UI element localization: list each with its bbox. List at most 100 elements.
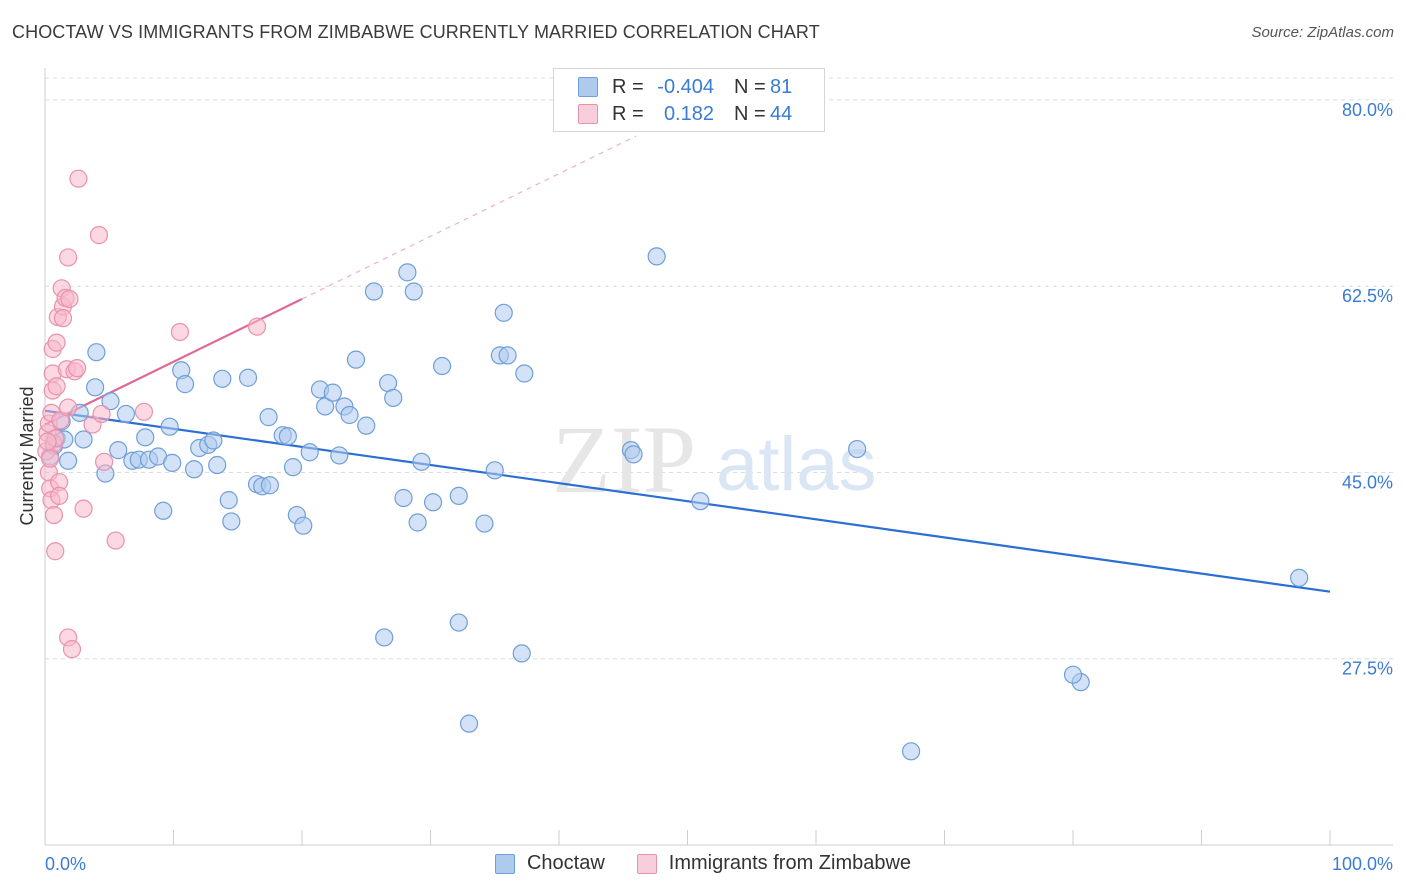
legend-label-choctaw: Choctaw xyxy=(526,852,605,874)
zimbabwe-point xyxy=(106,531,125,550)
zimbabwe-point xyxy=(92,404,111,424)
zimbabwe-point xyxy=(247,317,267,336)
zimbabwe-point xyxy=(62,640,82,659)
zimbabwe-point xyxy=(38,432,57,451)
choctaw-point xyxy=(204,431,223,450)
choctaw-point xyxy=(375,628,394,647)
choctaw-point xyxy=(154,501,173,520)
zimbabwe-trend-extension xyxy=(301,135,637,300)
y-tick-label: 45.0% xyxy=(1342,472,1393,492)
r-label: R = xyxy=(612,75,644,98)
zimbabwe-point xyxy=(53,309,73,328)
choctaw-point xyxy=(323,383,342,402)
choctaw-point xyxy=(86,378,105,397)
y-axis-label: Currently Married xyxy=(17,386,37,525)
choctaw-point xyxy=(848,439,867,459)
choctaw-swatch xyxy=(494,853,515,874)
x-tick-label: 0.0% xyxy=(45,854,86,874)
zimbabwe-point xyxy=(50,486,69,505)
choctaw-point xyxy=(691,492,710,511)
choctaw-point xyxy=(160,417,179,436)
zimbabwe-point xyxy=(134,402,154,421)
n-value: 44 xyxy=(770,102,793,125)
choctaw-point xyxy=(330,446,349,465)
zimbabwe-point xyxy=(68,359,87,378)
y-tick-label: 80.0% xyxy=(1342,100,1393,120)
choctaw-point xyxy=(208,455,227,475)
choctaw-point xyxy=(498,346,517,365)
choctaw-point xyxy=(408,513,427,532)
watermark-zip: ZIP xyxy=(552,406,696,513)
zimbabwe-point xyxy=(89,226,109,245)
r-value: -0.404 xyxy=(657,75,714,98)
choctaw-point xyxy=(364,282,384,301)
choctaw-point xyxy=(398,263,417,282)
zimbabwe-point xyxy=(41,449,60,468)
tick-labels: 27.5% 45.0% 62.5% 80.0% 0.0% 100.0% xyxy=(45,100,1393,874)
series-legend: Choctaw Immigrants from Zimbabwe xyxy=(0,852,1406,875)
choctaw-point xyxy=(116,404,136,424)
choctaw-point xyxy=(283,458,303,477)
choctaw-point xyxy=(394,488,413,508)
choctaw-point xyxy=(1063,665,1083,684)
choctaw-point xyxy=(101,392,120,411)
legend-label-zimbabwe: Immigrants from Zimbabwe xyxy=(668,852,912,874)
choctaw-point xyxy=(412,452,431,471)
choctaw-point xyxy=(316,397,335,416)
choctaw-point xyxy=(136,428,155,447)
zimbabwe-point xyxy=(69,169,88,188)
choctaw-point xyxy=(109,441,128,460)
n-value: 81 xyxy=(770,75,793,98)
zimbabwe-point xyxy=(46,542,65,561)
n-label: N = xyxy=(734,102,766,125)
choctaw-point xyxy=(515,364,534,383)
zimbabwe-point xyxy=(74,499,93,518)
r-value: 0.182 xyxy=(663,102,714,125)
choctaw-point xyxy=(59,451,78,470)
choctaw-point xyxy=(184,460,204,479)
choctaw-point xyxy=(647,247,666,266)
choctaw-point xyxy=(357,416,376,435)
legend-item-choctaw[interactable]: Choctaw xyxy=(494,852,605,875)
choctaw-point xyxy=(259,408,278,427)
zimbabwe-point xyxy=(47,377,66,396)
zimbabwe-point xyxy=(95,452,114,471)
r-label: R = xyxy=(612,102,644,125)
choctaw-point xyxy=(74,430,93,449)
zimbabwe-point xyxy=(59,248,78,267)
choctaw-point xyxy=(475,514,494,533)
choctaw-point xyxy=(423,493,443,512)
choctaw-point xyxy=(175,375,195,394)
zimbabwe-point xyxy=(170,322,190,342)
watermark: ZIP atlas xyxy=(552,406,877,513)
y-tick-label: 27.5% xyxy=(1342,659,1393,679)
stats-legend: R = -0.404 N = 81 R = 0.182 N = 44 xyxy=(553,68,825,132)
zimbabwe-point xyxy=(59,398,78,417)
watermark-atlas: atlas xyxy=(716,422,877,507)
choctaw-point xyxy=(300,443,319,462)
n-label: N = xyxy=(734,75,766,98)
zimbabwe-swatch xyxy=(578,104,598,124)
zimbabwe-point xyxy=(60,289,79,309)
legend-row-choctaw: R = -0.404 N = 81 xyxy=(578,74,800,100)
choctaw-trend-line xyxy=(44,409,1331,593)
choctaw-point xyxy=(213,369,232,388)
choctaw-point xyxy=(219,491,238,510)
choctaw-point xyxy=(384,388,403,408)
y-tick-label: 62.5% xyxy=(1342,286,1393,306)
choctaw-point xyxy=(222,512,241,531)
choctaw-point xyxy=(87,343,106,362)
source-label: Source: ZipAtlas.com xyxy=(1251,24,1394,41)
choctaw-point xyxy=(432,356,452,376)
choctaw-point xyxy=(512,644,531,663)
choctaw-point xyxy=(278,427,297,446)
x-tick-label: 100.0% xyxy=(1332,854,1393,874)
choctaw-point xyxy=(238,368,258,387)
choctaw-point xyxy=(485,461,504,480)
legend-row-zimbabwe: R = 0.182 N = 44 xyxy=(578,101,800,127)
choctaw-point xyxy=(340,405,359,425)
legend-item-zimbabwe[interactable]: Immigrants from Zimbabwe xyxy=(636,852,912,875)
choctaw-point xyxy=(294,516,313,535)
choctaw-point xyxy=(260,476,279,495)
